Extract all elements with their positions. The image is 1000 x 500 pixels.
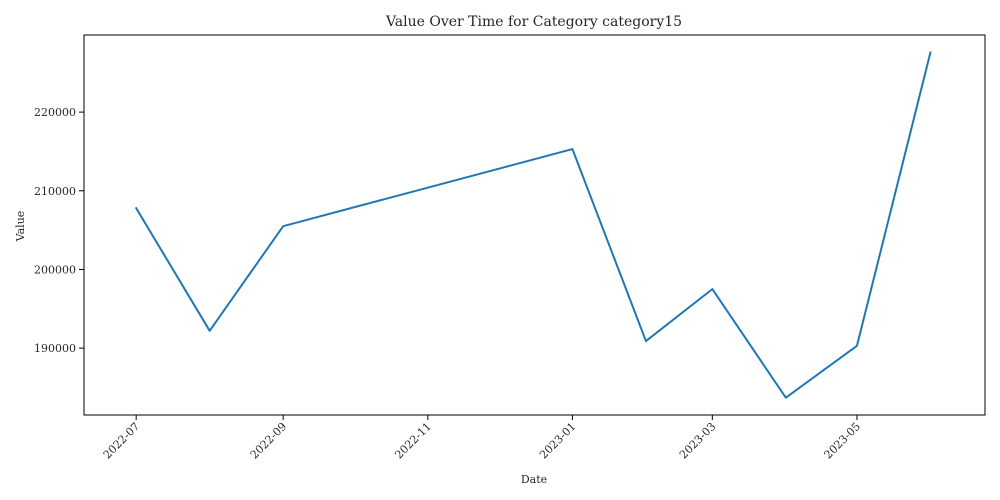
plot-frame: [83, 34, 986, 416]
y-tick-label: 190000: [34, 342, 76, 355]
y-tick-label: 220000: [34, 106, 76, 119]
y-axis-label: Value: [14, 211, 27, 243]
chart-title: Value Over Time for Category category15: [385, 14, 682, 30]
series-line: [135, 51, 932, 399]
y-tick-label: 210000: [34, 185, 76, 198]
x-axis-label: Date: [521, 473, 547, 486]
y-tick-label: 200000: [34, 263, 76, 276]
y-axis-ticks: 190000 200000 210000 220000: [34, 106, 84, 355]
